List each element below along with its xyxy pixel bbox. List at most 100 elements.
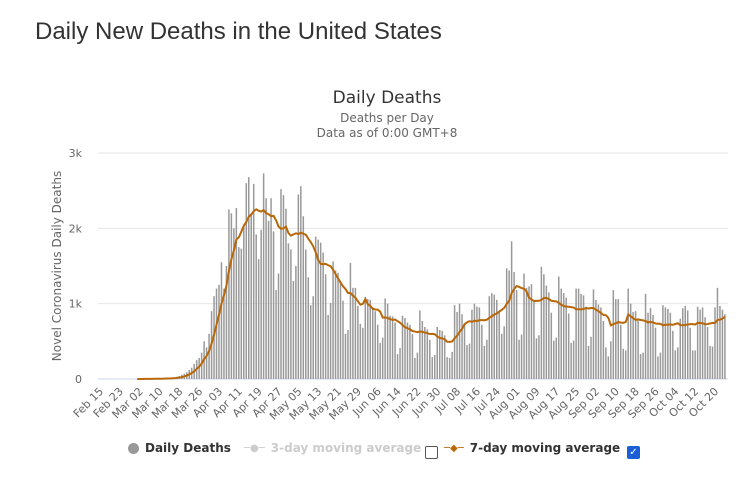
bar[interactable]: [518, 339, 520, 379]
bar[interactable]: [248, 177, 250, 379]
bar[interactable]: [471, 309, 473, 379]
bar[interactable]: [486, 339, 488, 379]
bar[interactable]: [617, 299, 620, 379]
bar[interactable]: [411, 333, 414, 379]
bar[interactable]: [208, 333, 210, 379]
bar[interactable]: [466, 345, 468, 379]
bar[interactable]: [667, 308, 669, 379]
bar[interactable]: [538, 335, 540, 379]
bar[interactable]: [637, 320, 639, 379]
bar[interactable]: [570, 342, 572, 379]
bar[interactable]: [493, 294, 496, 379]
bar[interactable]: [255, 234, 257, 379]
bar[interactable]: [664, 307, 667, 379]
bar[interactable]: [406, 322, 409, 380]
bar[interactable]: [200, 352, 203, 379]
bar[interactable]: [535, 338, 538, 379]
bar[interactable]: [540, 266, 543, 379]
bar[interactable]: [652, 314, 654, 379]
bar[interactable]: [260, 229, 262, 379]
bar[interactable]: [634, 311, 637, 379]
bar[interactable]: [706, 327, 709, 379]
bar[interactable]: [287, 243, 290, 379]
bar[interactable]: [677, 347, 679, 379]
bar[interactable]: [337, 272, 339, 379]
bar[interactable]: [384, 298, 386, 379]
bar[interactable]: [533, 300, 535, 379]
bar[interactable]: [515, 290, 518, 379]
bar[interactable]: [714, 307, 716, 379]
bar[interactable]: [250, 213, 252, 379]
bar[interactable]: [610, 341, 612, 379]
bar[interactable]: [367, 299, 369, 379]
bar[interactable]: [401, 315, 404, 379]
bar[interactable]: [592, 289, 595, 379]
bar[interactable]: [414, 357, 416, 379]
bar[interactable]: [558, 276, 560, 379]
bar[interactable]: [498, 311, 500, 379]
bar[interactable]: [473, 303, 476, 379]
bar[interactable]: [205, 347, 208, 379]
bar[interactable]: [369, 299, 372, 379]
bar[interactable]: [496, 299, 498, 379]
bar[interactable]: [448, 357, 451, 379]
bar[interactable]: [409, 324, 411, 379]
bar[interactable]: [505, 268, 508, 379]
bar[interactable]: [684, 305, 686, 379]
bar[interactable]: [627, 288, 629, 379]
bar[interactable]: [372, 307, 374, 379]
bar[interactable]: [624, 350, 627, 379]
bar[interactable]: [329, 302, 332, 379]
bar[interactable]: [709, 345, 711, 379]
bar[interactable]: [431, 357, 434, 379]
bar[interactable]: [463, 324, 466, 379]
bar[interactable]: [654, 327, 657, 379]
bar[interactable]: [612, 290, 615, 379]
checkbox-3day[interactable]: [425, 446, 438, 459]
bar[interactable]: [262, 173, 265, 379]
bar[interactable]: [451, 351, 453, 379]
bar[interactable]: [252, 183, 255, 379]
bar[interactable]: [272, 231, 275, 379]
bar[interactable]: [359, 324, 362, 379]
bar[interactable]: [324, 274, 327, 379]
bar[interactable]: [277, 273, 280, 379]
bar[interactable]: [429, 339, 431, 379]
bar[interactable]: [719, 305, 721, 379]
bar[interactable]: [605, 347, 607, 379]
bar[interactable]: [639, 354, 642, 379]
bar[interactable]: [453, 305, 456, 379]
bar[interactable]: [602, 320, 605, 379]
bar[interactable]: [716, 287, 719, 379]
bar[interactable]: [314, 236, 317, 379]
bar[interactable]: [689, 327, 691, 379]
bar[interactable]: [503, 326, 505, 379]
bar[interactable]: [220, 262, 223, 379]
bar[interactable]: [647, 312, 649, 379]
bar[interactable]: [580, 293, 582, 379]
bar[interactable]: [282, 195, 285, 379]
bar[interactable]: [481, 324, 483, 379]
bar[interactable]: [386, 303, 389, 379]
bar[interactable]: [560, 288, 562, 379]
bar[interactable]: [607, 356, 610, 379]
bar[interactable]: [394, 322, 396, 380]
bar[interactable]: [629, 303, 632, 379]
bar[interactable]: [545, 285, 548, 379]
bar[interactable]: [441, 330, 443, 379]
bar[interactable]: [458, 303, 461, 379]
bar[interactable]: [349, 262, 352, 379]
bar[interactable]: [436, 327, 438, 379]
bar[interactable]: [292, 281, 295, 379]
bar[interactable]: [421, 320, 424, 379]
bar[interactable]: [319, 242, 322, 379]
bar[interactable]: [419, 310, 421, 379]
bar[interactable]: [456, 311, 458, 379]
bar[interactable]: [223, 288, 225, 379]
bar[interactable]: [270, 198, 272, 379]
bar[interactable]: [446, 357, 448, 379]
bar[interactable]: [669, 312, 672, 379]
bar[interactable]: [528, 286, 530, 379]
bar[interactable]: [362, 327, 364, 379]
bar[interactable]: [500, 333, 503, 379]
